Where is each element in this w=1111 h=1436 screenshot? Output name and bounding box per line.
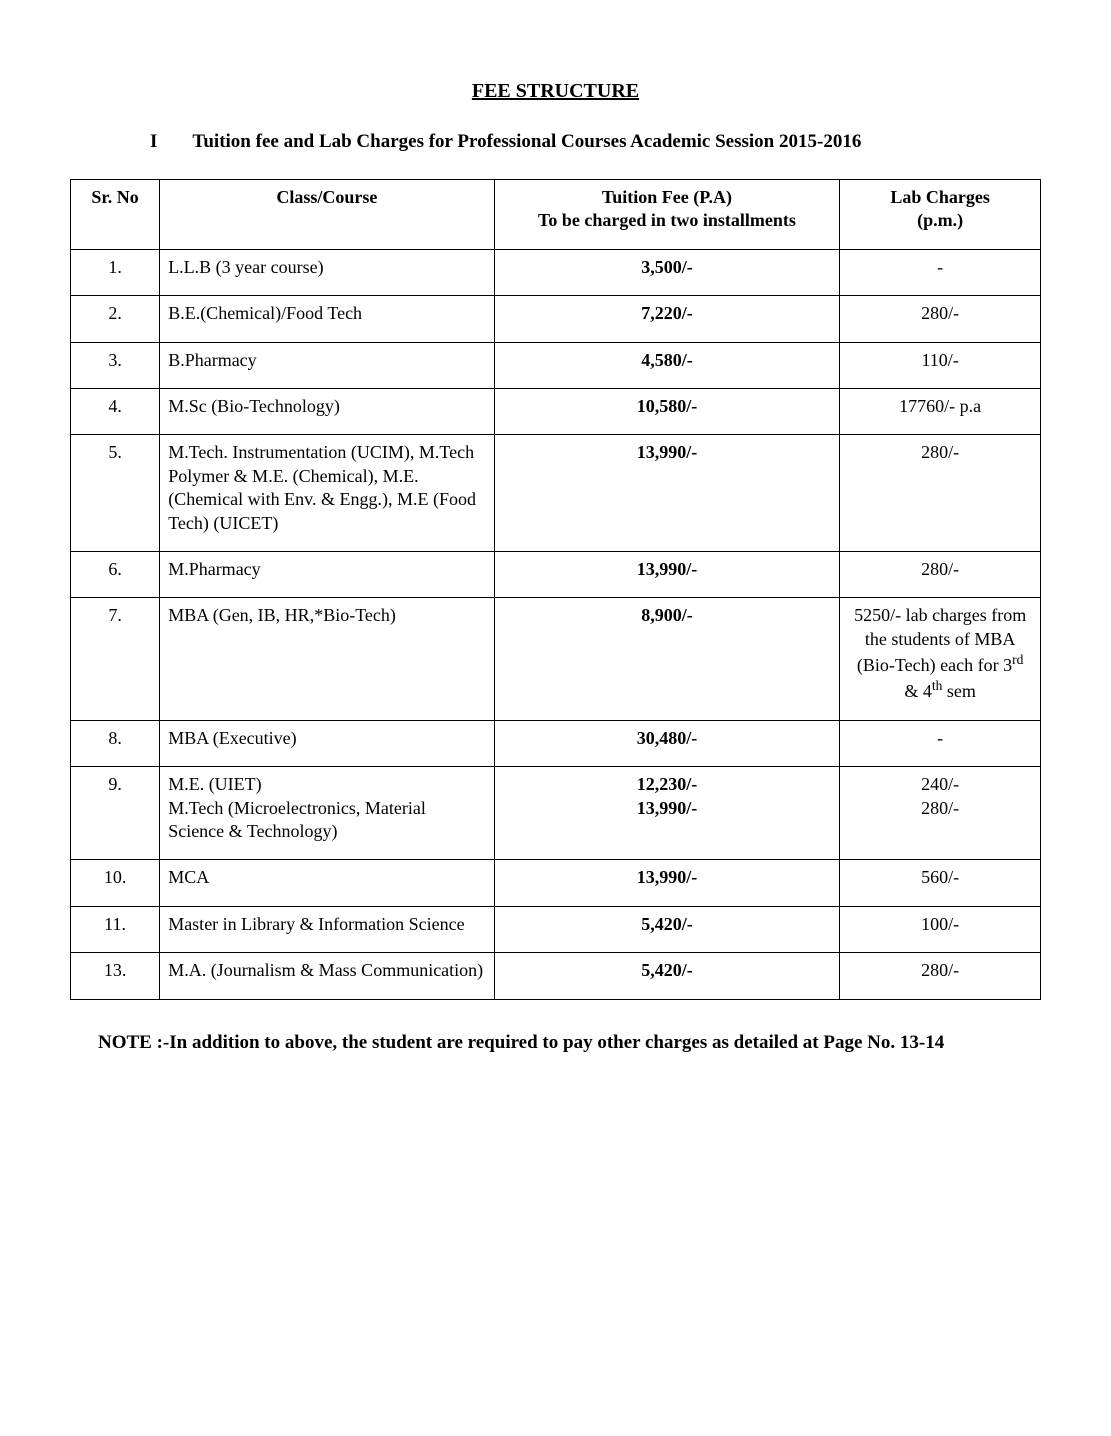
cell-lab: 560/-: [840, 860, 1041, 906]
cell-sr: 2.: [71, 296, 160, 342]
table-row: 9.M.E. (UIET)M.Tech (Microelectronics, M…: [71, 767, 1041, 860]
cell-class: M.Sc (Bio-Technology): [160, 388, 494, 434]
cell-fee: 3,500/-: [494, 249, 840, 295]
cell-sr: 7.: [71, 598, 160, 721]
table-header-row: Sr. No Class/Course Tuition Fee (P.A) To…: [71, 180, 1041, 250]
cell-fee: 12,230/-13,990/-: [494, 767, 840, 860]
cell-fee: 5,420/-: [494, 906, 840, 952]
col-lab-line1: Lab Charges: [890, 187, 990, 207]
cell-sr: 1.: [71, 249, 160, 295]
cell-lab: 280/-: [840, 953, 1041, 999]
cell-sr: 4.: [71, 388, 160, 434]
cell-lab: 280/-: [840, 435, 1041, 552]
cell-lab: 280/-: [840, 551, 1041, 597]
table-row: 7.MBA (Gen, IB, HR,*Bio-Tech)8,900/-5250…: [71, 598, 1041, 721]
cell-sr: 3.: [71, 342, 160, 388]
table-row: 3.B.Pharmacy4,580/-110/-: [71, 342, 1041, 388]
cell-fee: 13,990/-: [494, 551, 840, 597]
cell-sr: 6.: [71, 551, 160, 597]
cell-lab: 100/-: [840, 906, 1041, 952]
col-fee-line2: To be charged in two installments: [503, 209, 832, 232]
cell-sr: 11.: [71, 906, 160, 952]
cell-sr: 5.: [71, 435, 160, 552]
table-row: 4.M.Sc (Bio-Technology)10,580/-17760/- p…: [71, 388, 1041, 434]
col-fee: Tuition Fee (P.A) To be charged in two i…: [494, 180, 840, 250]
cell-lab: -: [840, 249, 1041, 295]
cell-class: B.Pharmacy: [160, 342, 494, 388]
section-text: Tuition fee and Lab Charges for Professi…: [192, 131, 861, 152]
table-row: 8.MBA (Executive)30,480/--: [71, 720, 1041, 766]
cell-sr: 8.: [71, 720, 160, 766]
cell-fee: 8,900/-: [494, 598, 840, 721]
section-heading: I Tuition fee and Lab Charges for Profes…: [150, 131, 1041, 153]
cell-fee: 13,990/-: [494, 435, 840, 552]
footer-note: NOTE :-In addition to above, the student…: [98, 1032, 1041, 1054]
cell-lab: 5250/- lab charges from the students of …: [840, 598, 1041, 721]
col-cls: Class/Course: [160, 180, 494, 250]
cell-lab: -: [840, 720, 1041, 766]
col-lab-line2: (p.m.): [848, 209, 1032, 232]
cell-fee: 4,580/-: [494, 342, 840, 388]
cell-class: M.Pharmacy: [160, 551, 494, 597]
cell-class: MBA (Gen, IB, HR,*Bio-Tech): [160, 598, 494, 721]
table-row: 10.MCA13,990/-560/-: [71, 860, 1041, 906]
cell-class: B.E.(Chemical)/Food Tech: [160, 296, 494, 342]
table-row: 6.M.Pharmacy13,990/-280/-: [71, 551, 1041, 597]
cell-fee: 7,220/-: [494, 296, 840, 342]
cell-lab: 110/-: [840, 342, 1041, 388]
cell-fee: 30,480/-: [494, 720, 840, 766]
table-row: 1.L.L.B (3 year course)3,500/--: [71, 249, 1041, 295]
cell-lab: 240/-280/-: [840, 767, 1041, 860]
section-roman: I: [150, 131, 188, 153]
cell-class: M.Tech. Instrumentation (UCIM), M.Tech P…: [160, 435, 494, 552]
table-row: 13.M.A. (Journalism & Mass Communication…: [71, 953, 1041, 999]
cell-lab: 17760/- p.a: [840, 388, 1041, 434]
cell-class: MBA (Executive): [160, 720, 494, 766]
fee-table: Sr. No Class/Course Tuition Fee (P.A) To…: [70, 179, 1041, 1000]
col-sr: Sr. No: [71, 180, 160, 250]
col-lab: Lab Charges (p.m.): [840, 180, 1041, 250]
cell-sr: 13.: [71, 953, 160, 999]
cell-sr: 9.: [71, 767, 160, 860]
table-row: 5.M.Tech. Instrumentation (UCIM), M.Tech…: [71, 435, 1041, 552]
cell-sr: 10.: [71, 860, 160, 906]
cell-fee: 10,580/-: [494, 388, 840, 434]
cell-fee: 5,420/-: [494, 953, 840, 999]
table-row: 11.Master in Library & Information Scien…: [71, 906, 1041, 952]
cell-class: L.L.B (3 year course): [160, 249, 494, 295]
cell-lab: 280/-: [840, 296, 1041, 342]
col-fee-line1: Tuition Fee (P.A): [602, 187, 732, 207]
cell-class: M.A. (Journalism & Mass Communication): [160, 953, 494, 999]
cell-class: M.E. (UIET)M.Tech (Microelectronics, Mat…: [160, 767, 494, 860]
cell-fee: 13,990/-: [494, 860, 840, 906]
cell-class: Master in Library & Information Science: [160, 906, 494, 952]
cell-class: MCA: [160, 860, 494, 906]
table-row: 2.B.E.(Chemical)/Food Tech7,220/-280/-: [71, 296, 1041, 342]
page-title: FEE STRUCTURE: [70, 80, 1041, 103]
